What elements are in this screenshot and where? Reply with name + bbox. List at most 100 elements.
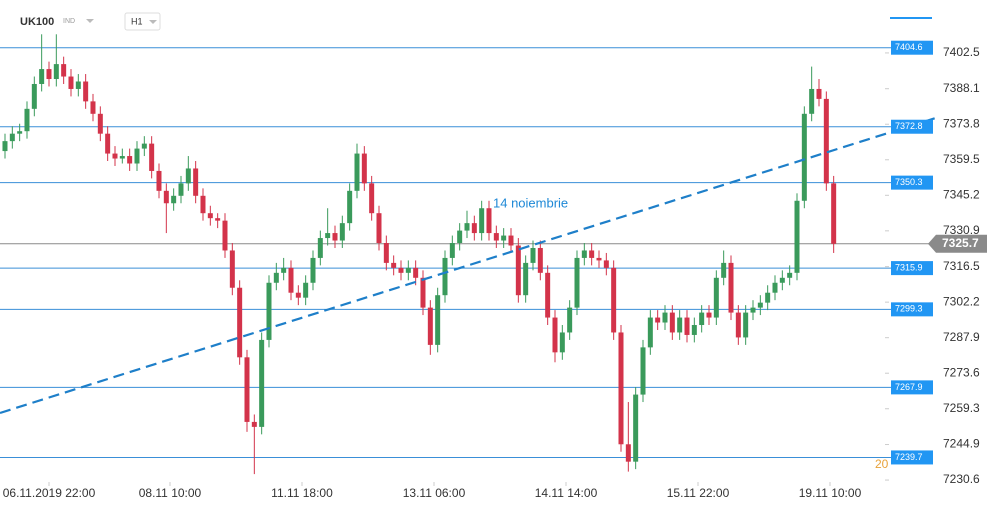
market: IND [63,18,75,25]
level-label: 7239.7 [895,452,923,462]
candle-body [222,220,228,251]
candle-body [193,168,199,196]
candle-body [281,267,287,273]
y-tick-label: 7345.2 [943,187,980,201]
candle-body [567,307,573,333]
candle-body [677,317,683,333]
candle-body [493,233,499,241]
annotation-2: 20 [875,457,889,471]
y-tick-label: 7259.3 [943,401,980,415]
candle-body [603,260,609,268]
candle-body [347,190,353,224]
price-label: 7325.7 [942,236,979,250]
y-tick-label: 7244.9 [943,437,980,451]
candle-body [310,257,316,283]
candle-body [633,394,639,462]
x-tick-label: 13.11 06:00 [403,486,466,500]
x-tick-label: 19.11 10:00 [799,486,862,500]
candle-body [552,317,558,353]
candle-body [515,245,521,296]
candle-body [259,339,265,427]
level-label-box [891,380,933,395]
candle-body [772,282,778,293]
candle-body [405,267,411,273]
candle-body [794,200,800,273]
candle-body [119,156,125,159]
candle-body [816,88,822,99]
candle-body [655,317,661,323]
y-tick-label: 7316.5 [943,259,980,273]
candle-body [317,238,323,258]
candle-body [134,148,140,164]
trendline [0,116,936,415]
candle-body [105,133,111,154]
candle-body [787,272,793,278]
x-tick-label: 11.11 18:00 [271,486,333,500]
x-tick-label: 08.11 10:00 [139,486,202,500]
candle-body [618,332,624,445]
x-tick-label: 06.11.2019 22:00 [3,486,96,500]
y-tick-label: 7287.9 [943,330,980,344]
candle-body [435,295,441,345]
candle-body [728,262,734,313]
candle-body [273,272,279,283]
level-label-box [891,302,933,317]
candle-body [559,332,565,353]
timeframe-box[interactable] [124,12,161,31]
candle-body [332,233,338,241]
candle-body [376,213,382,244]
candle-body [684,317,690,335]
level-label: 7372.8 [895,121,923,131]
timeframe: H1 [131,16,143,26]
y-tick-label: 7273.6 [943,365,980,379]
dropdown-arrow[interactable] [86,19,94,23]
candle-body [383,243,389,263]
candle-body [24,108,30,132]
annotation: 14 noiembrie [493,195,568,210]
candle-body [479,208,485,234]
candle-body [442,257,448,296]
candle-body [449,243,455,258]
candle-body [288,267,294,293]
candle-body [75,81,81,89]
candle-body [39,69,45,84]
candle-body [339,223,345,241]
candle-body [156,170,162,191]
level-label-box [891,261,933,276]
candle-body [31,83,37,109]
level-label: 7267.9 [895,382,923,392]
candle-body [713,277,719,318]
candle-body [391,262,397,268]
candle-body [662,312,668,323]
candle-body [545,272,551,318]
candle-body [207,213,213,219]
candle-body [831,183,837,244]
y-tick-label: 7302.2 [943,294,980,308]
candle-body [640,347,646,395]
candle-body [750,307,756,313]
candle-body [68,76,74,89]
candle-body [596,257,602,261]
candle-body [90,101,96,114]
candle-body [163,190,169,204]
y-tick-label: 7402.5 [943,45,980,59]
candle-body [523,262,529,296]
candle-body [537,247,543,273]
candle-body [501,235,507,241]
symbol: UK100 [20,16,54,28]
level-label: 7350.3 [895,177,923,187]
candle-body [46,69,52,80]
candle-body [295,292,301,298]
candle-body [530,247,536,263]
candle-body [266,282,272,340]
candle-body [581,250,587,258]
candle-body [779,277,785,283]
candle-body [9,133,15,142]
candle-body [574,257,580,308]
candle-body [743,312,749,338]
candle-body [464,223,470,231]
candle-body [398,267,404,273]
level-label-box [891,175,933,190]
candle-body [171,195,177,204]
